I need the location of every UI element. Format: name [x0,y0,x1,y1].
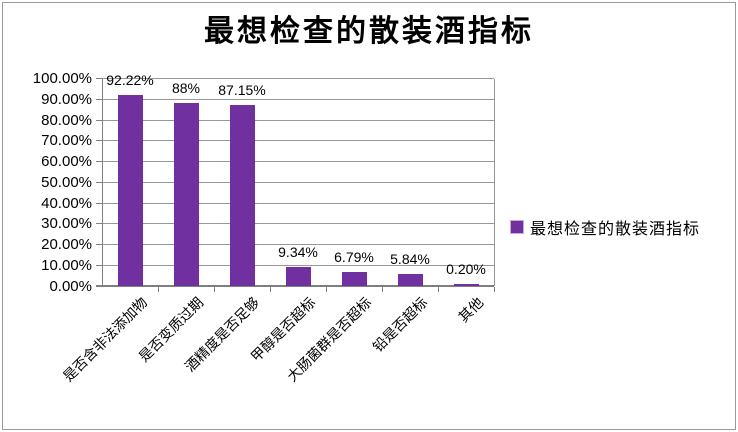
y-axis-tick [96,264,102,266]
y-axis-tick-label: 80.00% [41,111,92,129]
y-axis-tick [96,161,102,162]
y-axis-tick-label: 0.00% [49,277,92,295]
gridline [102,223,494,225]
y-axis-tick-label: 20.00% [41,236,92,253]
gridline [102,98,494,100]
y-axis-tick-label: 70.00% [41,132,92,150]
y-axis-line [102,78,103,286]
x-axis-tick [494,287,495,292]
y-axis-tick [96,140,102,142]
legend-marker-icon [510,220,524,234]
chart-title: 最想检查的散装酒指标 [204,14,534,49]
y-axis-tick-label: 40.00% [41,194,92,212]
y-axis-tick [96,244,102,245]
gridline [102,78,494,79]
x-axis-tick [438,287,439,292]
x-axis-tick [214,287,215,292]
bar-value-label: 92.22% [106,71,154,88]
x-axis-tick [382,287,383,292]
bar [229,105,255,286]
gridline [102,140,494,142]
y-axis-tick [96,181,102,183]
legend: 最想检查的散装酒指标 [510,216,701,238]
bar [117,94,143,286]
y-axis-tick-label: 90.00% [41,90,92,108]
bar-value-label: 87.15% [218,82,266,99]
y-axis-tick [96,78,102,79]
bar [341,271,367,286]
x-axis-line [96,285,494,287]
gridline [102,181,494,183]
gridline [102,202,494,204]
bar [285,266,311,286]
y-axis-tick [96,202,102,204]
gridline [102,161,494,162]
bar-value-label: 9.34% [278,243,318,260]
y-axis-tick [96,98,102,100]
bar-value-label: 6.79% [334,248,374,265]
x-axis-tick [326,287,327,292]
y-axis-tick-label: 30.00% [41,215,92,233]
legend-label: 最想检查的散装酒指标 [530,221,701,238]
y-axis-tick-label: 60.00% [41,153,92,170]
gridline [102,244,494,245]
bar [173,103,199,286]
bar-value-label: 88% [171,80,201,97]
x-axis-tick [270,287,271,292]
y-axis-tick-label: 50.00% [41,173,92,191]
y-axis-tick [96,119,102,121]
x-axis-tick [158,287,159,292]
bar [453,284,479,286]
y-axis-tick-label: 100.00% [32,70,92,87]
y-axis-tick [96,223,102,225]
plot-right-border [494,78,495,286]
bar [397,273,423,286]
gridline [102,119,494,121]
bar-value-label: 5.84% [390,250,430,267]
y-axis-tick-label: 10.00% [41,256,92,274]
bar-value-label: 0.20% [446,261,486,277]
gridline [102,264,494,266]
